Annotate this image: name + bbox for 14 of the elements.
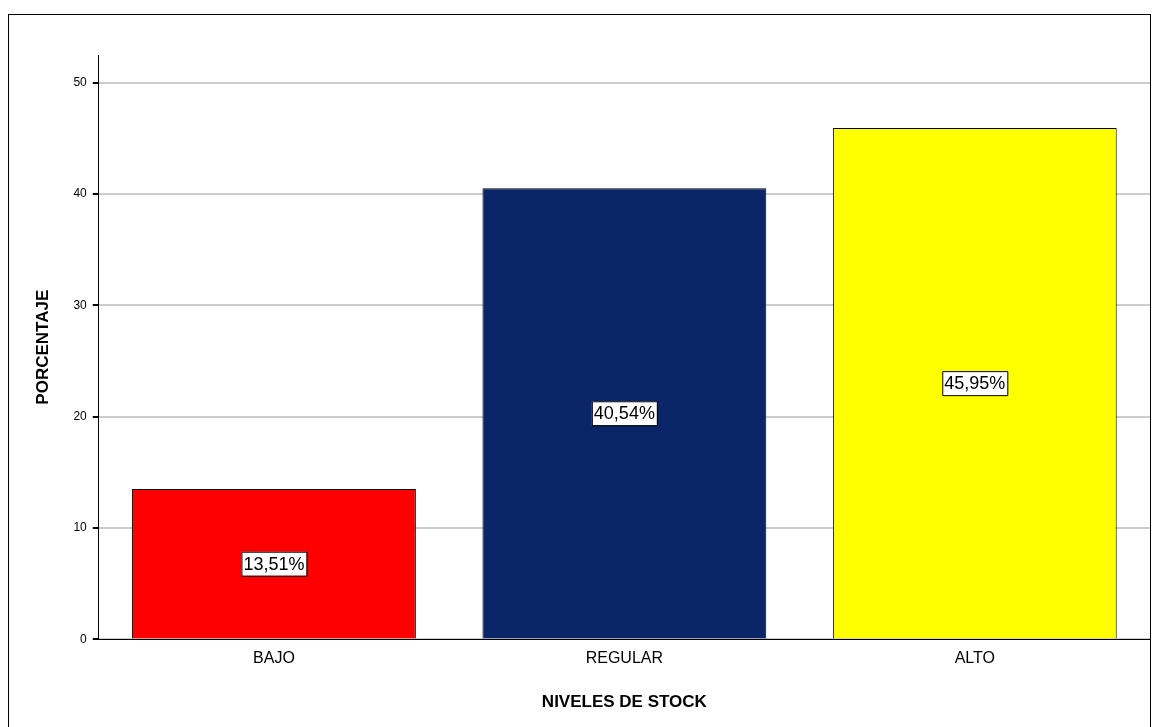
x-tick-label: ALTO [954, 649, 995, 667]
data-label: 13,51% [243, 553, 305, 574]
y-tick-label: 30 [73, 297, 88, 312]
y-tick-label: 40 [73, 186, 88, 201]
x-tick-label: BAJO [253, 649, 295, 667]
x-axis-title: NIVELES DE STOCK [541, 692, 708, 712]
y-tick-label: 50 [73, 75, 88, 90]
y-tick-label: 20 [73, 409, 88, 424]
data-label: 45,95% [944, 373, 1006, 394]
y-tick-label: 0 [80, 631, 88, 646]
x-tick-label: REGULAR [585, 649, 664, 667]
data-label: 40,54% [593, 403, 655, 424]
y-axis-title: PORCENTAJE [32, 289, 52, 405]
y-tick-label: 10 [73, 520, 88, 535]
